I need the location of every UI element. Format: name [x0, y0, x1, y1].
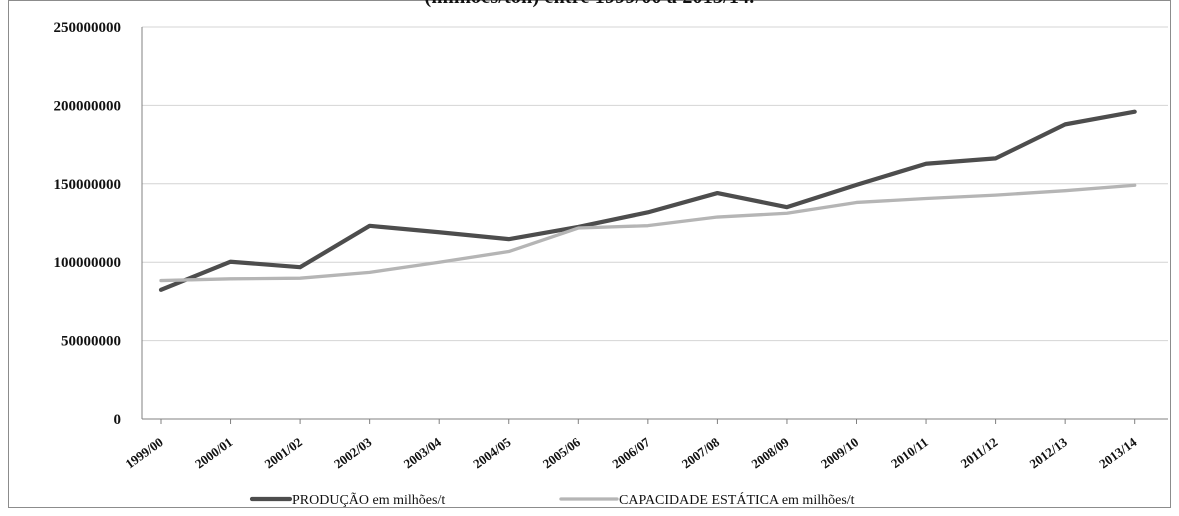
- producao-series-line: [158, 109, 1137, 292]
- x-tick-label: 2010/11: [888, 434, 931, 471]
- legend-producao-label: PRODUÇÃO em milhões/t: [292, 492, 445, 508]
- y-tick-label: 0: [114, 412, 122, 428]
- x-tick-label: 2002/03: [331, 434, 375, 471]
- x-tick-label: 2001/02: [262, 434, 305, 471]
- x-tick-label: 2003/04: [401, 434, 445, 471]
- x-tick-label: 2007/08: [679, 434, 723, 471]
- y-tick-label: 150000000: [54, 177, 122, 193]
- x-tick-label: 2005/06: [540, 434, 584, 471]
- chart-title: (milhões/ton) entre 1999/00 a 2013/14.: [0, 0, 1179, 9]
- y-tick-label: 200000000: [54, 98, 122, 114]
- label-layer: 0 50000000 100000000 150000000 200000000 2500…: [54, 20, 1140, 471]
- y-tick-label: 50000000: [61, 334, 121, 350]
- x-tick-label: 1999/00: [122, 434, 165, 471]
- x-tick-label: 2013/14: [1096, 434, 1140, 471]
- x-tick-label: 2000/01: [192, 434, 235, 471]
- chart-frame: [8, 0, 1171, 508]
- y-tick-label: 100000000: [54, 255, 122, 271]
- axis-layer: [141, 27, 1168, 424]
- x-tick-label: 2012/13: [1027, 434, 1071, 471]
- legend-layer: PRODUÇÃO em milhões/t CAPACIDADE ESTÁTICA…: [249, 491, 855, 508]
- grid-layer: [142, 26, 1168, 420]
- capacidade-series-line: [159, 183, 1137, 283]
- x-tick-label: 2009/10: [818, 434, 861, 471]
- x-tick-label: 2008/09: [748, 434, 792, 471]
- y-tick-label: 250000000: [54, 20, 122, 36]
- series-layer: [158, 109, 1137, 292]
- x-tick-label: 2011/12: [958, 434, 1001, 471]
- x-tick-label: 2006/07: [609, 434, 653, 471]
- legend-capacidade-label: CAPACIDADE ESTÁTICA em milhões/t: [619, 491, 855, 508]
- x-tick-label: 2004/05: [470, 434, 514, 471]
